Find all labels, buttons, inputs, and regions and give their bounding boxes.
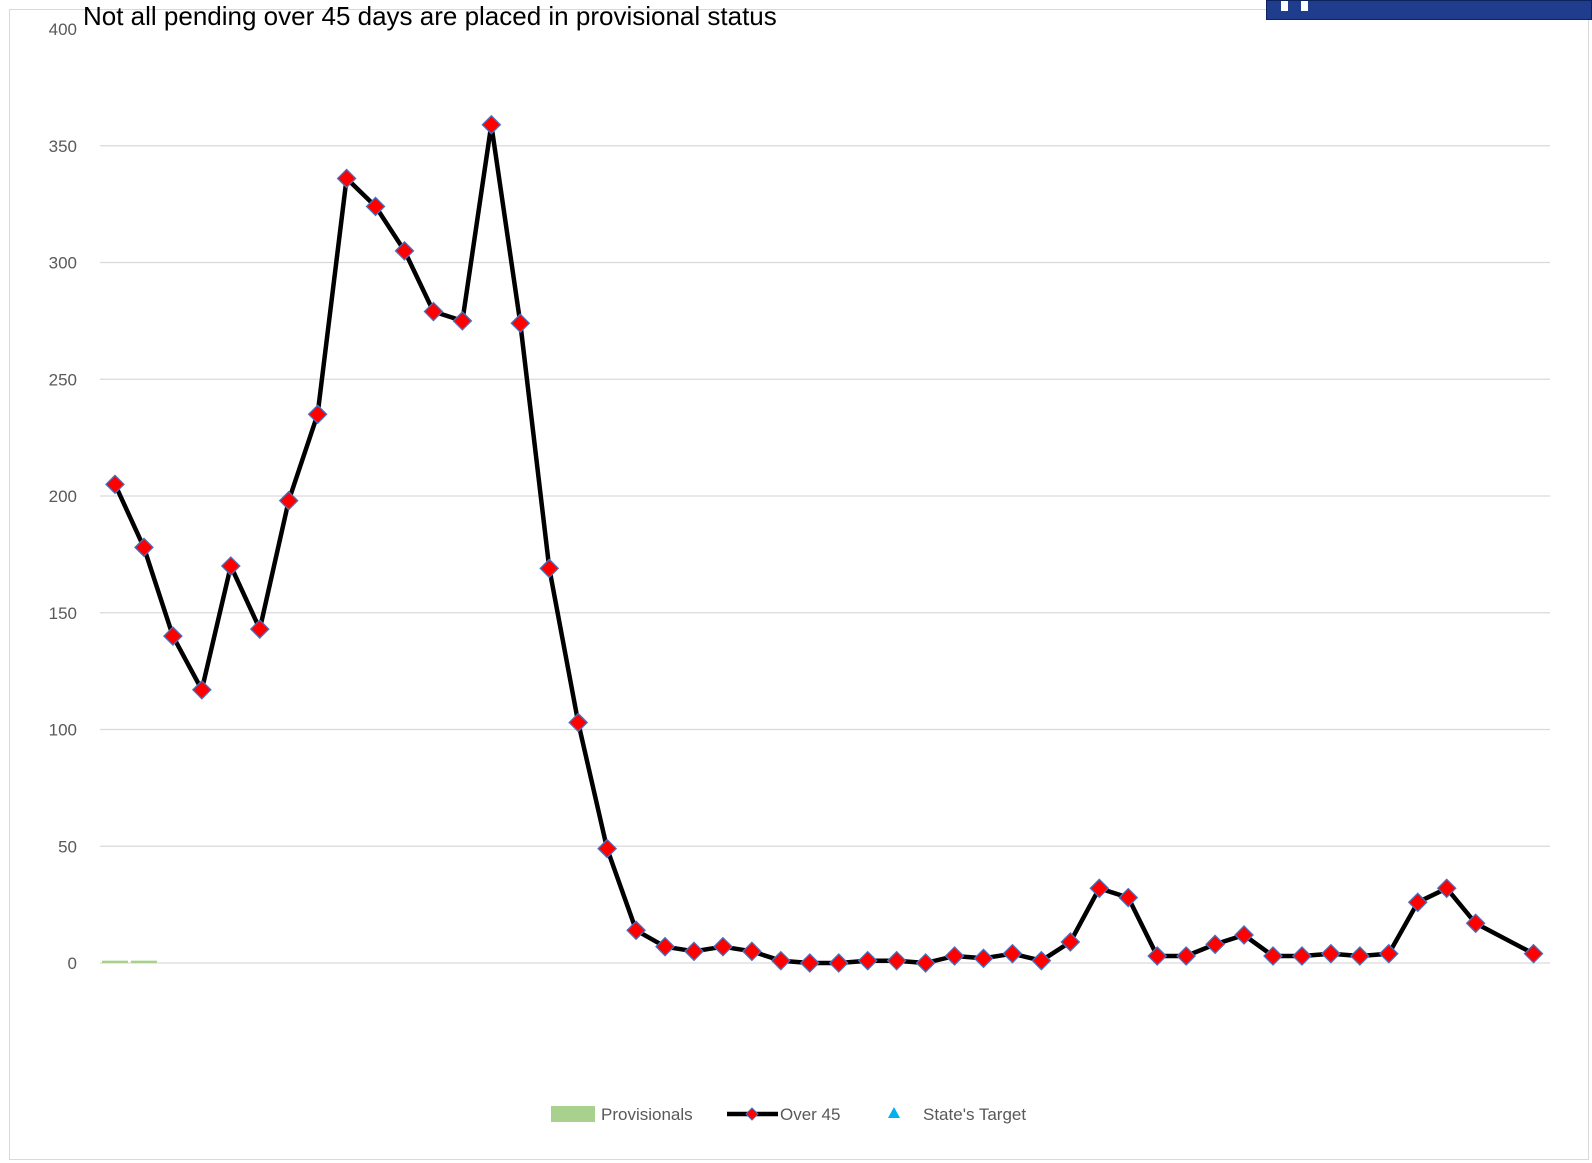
legend-marker-over-45 (745, 1107, 759, 1121)
y-tick-label-100: 100 (49, 721, 77, 740)
over-45-point (857, 950, 878, 971)
over-45-point (1176, 946, 1197, 966)
over-45-point (1118, 887, 1139, 908)
over-45-point (1147, 946, 1168, 966)
provisionals-bar (102, 960, 128, 963)
over-45-point (1378, 943, 1399, 964)
over-45-series-line (112, 122, 1535, 966)
over-45-point (828, 953, 849, 973)
y-tick-label-300: 300 (49, 254, 77, 273)
legend-label-states-target: State's Target (923, 1105, 1026, 1124)
over-45-line (112, 122, 1535, 966)
over-45-point (1292, 946, 1312, 966)
y-tick-label-0: 0 (68, 954, 77, 973)
y-tick-label-50: 50 (58, 837, 77, 856)
provisionals-bar (130, 960, 157, 963)
over-45-point (568, 712, 589, 733)
over-45-point (162, 626, 183, 647)
over-45-point (1436, 878, 1457, 899)
chart-title: Not all pending over 45 days are placed … (83, 1, 777, 31)
y-tick-label-350: 350 (49, 137, 77, 156)
over-45-point (1349, 946, 1370, 966)
over-45-point (770, 950, 791, 971)
over-45-point (365, 196, 386, 217)
over-45-point (134, 537, 154, 558)
over-45-point (944, 946, 965, 966)
over-45-point (452, 310, 473, 331)
legend-label-over-45: Over 45 (780, 1105, 840, 1124)
chart-frame (9, 9, 1589, 1160)
over-45-point (1089, 878, 1110, 899)
over-45-point (249, 619, 270, 640)
over-45-point (1234, 925, 1254, 945)
over-45-point (105, 474, 125, 495)
over-45-point (915, 953, 936, 973)
over-45-point (1465, 913, 1486, 934)
over-45-point (481, 114, 502, 135)
over-45-point (307, 404, 328, 425)
legend-label-provisionals: Provisionals (601, 1105, 693, 1124)
y-tick-label-200: 200 (49, 487, 77, 506)
y-tick-label-250: 250 (49, 370, 77, 389)
gridlines (100, 145, 1550, 964)
y-tick-label-150: 150 (49, 604, 77, 623)
over-45-point (510, 313, 531, 334)
over-45-point (799, 953, 820, 973)
over-45-point (539, 558, 560, 579)
over-45-point (1320, 943, 1341, 964)
over-45-point (1002, 943, 1023, 964)
legend-marker-states-target (888, 1107, 900, 1118)
over-45-point (394, 240, 415, 261)
over-45-point (655, 936, 675, 957)
logo-mark-left (1281, 1, 1288, 11)
over-45-point (1031, 950, 1052, 971)
over-45-point (1205, 934, 1226, 955)
legend: Provisionals Over 45 State's Target (551, 1105, 1026, 1124)
over-45-point (1060, 932, 1081, 952)
y-tick-label-400: 400 (49, 20, 77, 39)
over-45-point (973, 948, 994, 969)
over-45-point (1523, 943, 1544, 964)
over-45-markers (105, 114, 1544, 973)
legend-swatch-provisionals (551, 1106, 595, 1122)
over-45-point (423, 301, 444, 322)
over-45-point (713, 936, 733, 957)
over-45-point (336, 168, 357, 189)
over-45-point (597, 838, 618, 859)
provisionals-bars (102, 960, 157, 963)
over-45-point (220, 556, 241, 576)
over-45-point (626, 920, 647, 941)
over-45-point (741, 941, 762, 962)
over-45-point (278, 490, 299, 511)
over-45-point (684, 941, 704, 962)
over-45-point (1263, 946, 1283, 966)
y-axis-ticks: 0 50 100 150 200 250 300 350 400 (49, 20, 77, 973)
over-45-point (886, 950, 907, 971)
logo-mark-right (1301, 1, 1308, 11)
over-45-point (191, 679, 212, 700)
over-45-point (1407, 892, 1428, 913)
